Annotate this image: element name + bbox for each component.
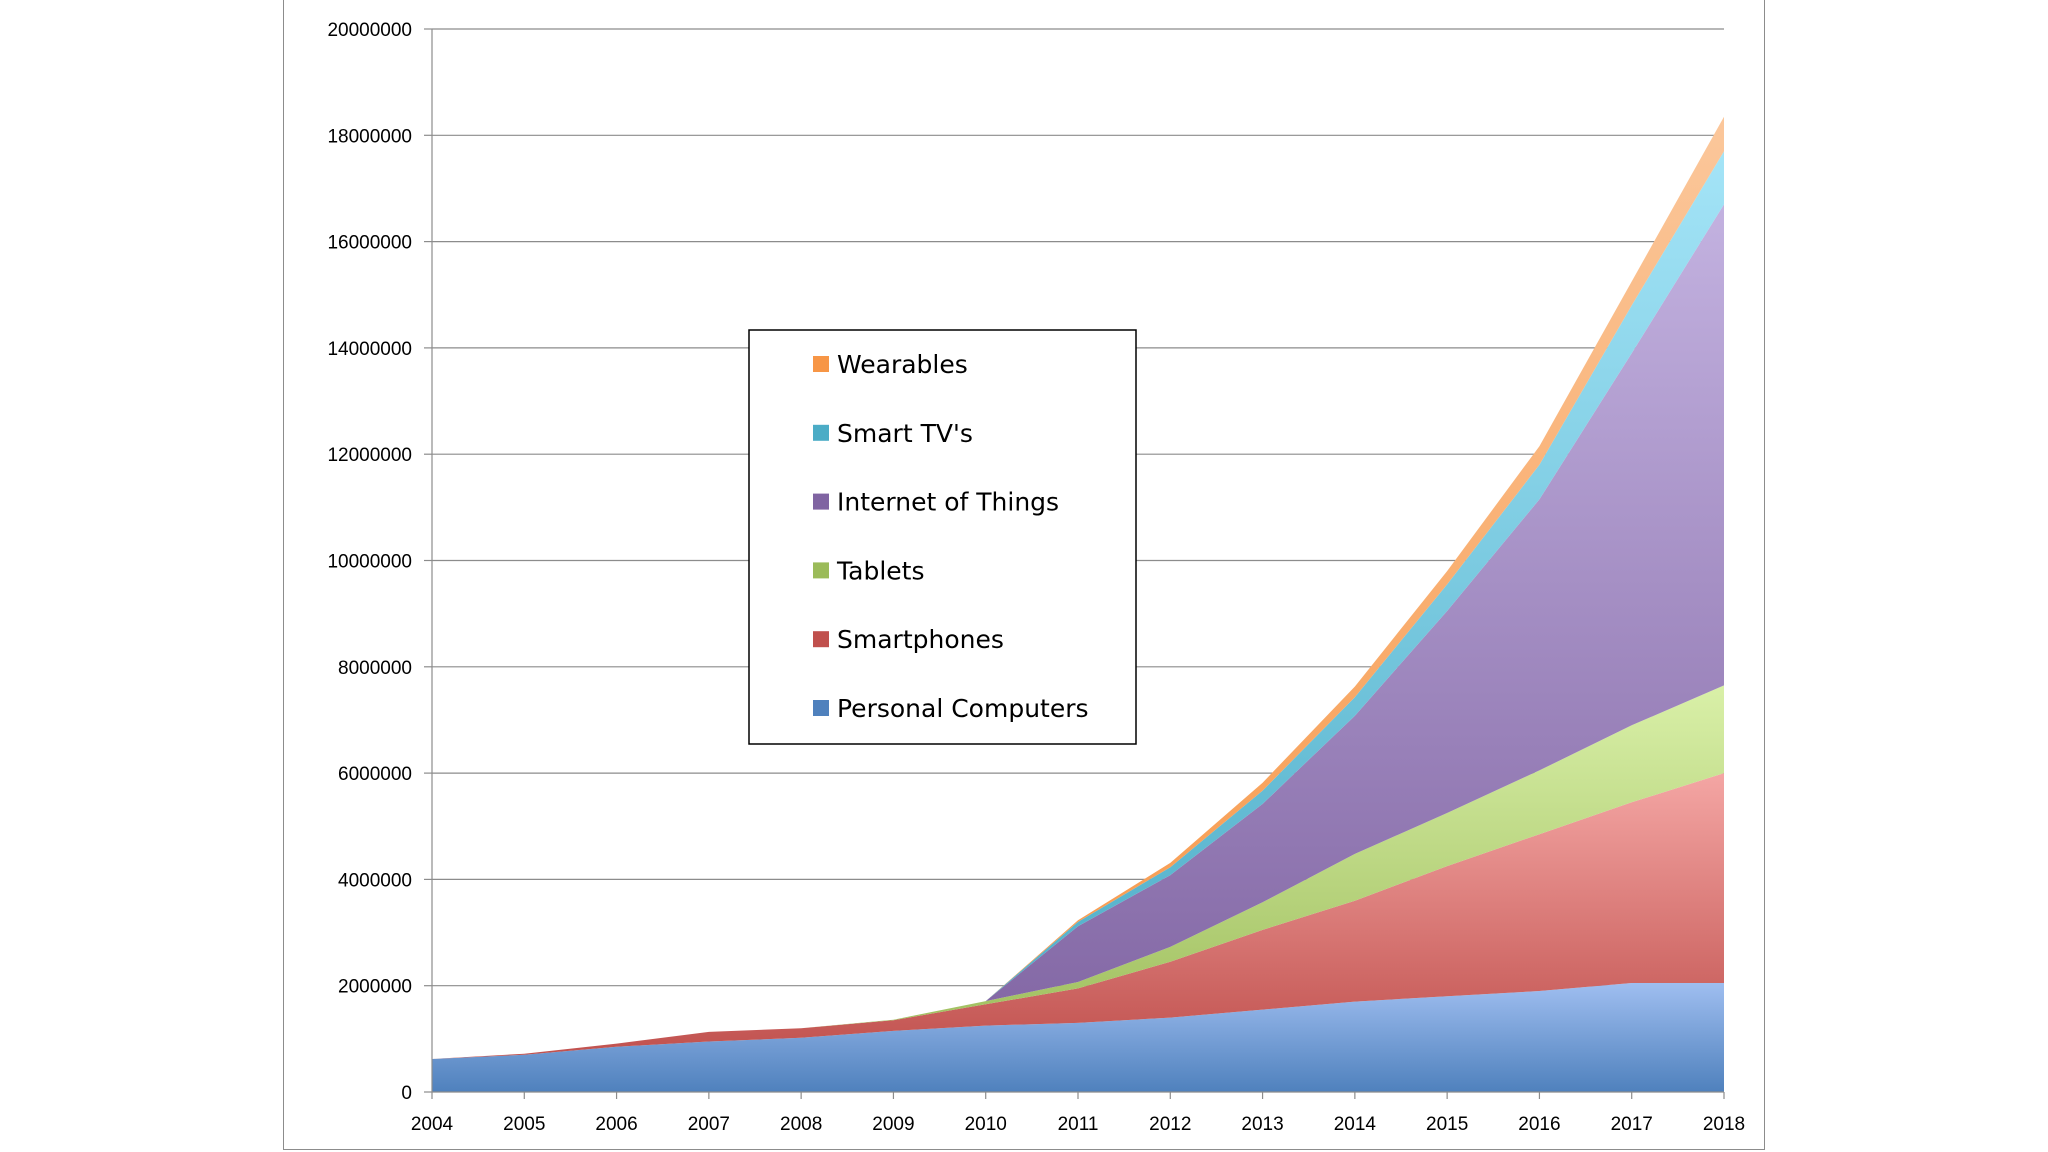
legend-swatch [813,562,829,579]
y-tick-label: 4000000 [338,870,412,891]
x-tick-label: 2008 [780,1114,822,1135]
x-tick-label: 2015 [1426,1114,1468,1135]
y-tick-labels: 0 2000000 4000000 6000000 8000000 10000000 120… [327,20,412,1104]
y-tick-label: 16000000 [327,233,412,254]
y-tick-label: 12000000 [327,445,412,466]
x-tick-label: 2012 [1149,1114,1191,1135]
x-tick-label: 2007 [688,1114,730,1135]
y-tick-label: 8000000 [338,658,412,679]
legend-label: Tablets [836,556,924,585]
chart-frame: 2004 2005 2006 2007 2008 2009 2010 2011 2012 2013… [283,0,1765,1150]
x-tick-label: 2005 [503,1114,545,1135]
legend-swatch [813,493,829,510]
y-tick-label: 0 [401,1083,412,1104]
legend: Wearables Smart TV's Internet of Things Tab… [748,329,1137,745]
x-tick-label: 2009 [872,1114,914,1135]
legend-label: Internet of Things [837,488,1059,517]
x-tick-label: 2018 [1703,1114,1745,1135]
x-tick-label: 2013 [1241,1114,1283,1135]
x-tick-label: 2010 [965,1114,1007,1135]
y-tick-label: 6000000 [338,764,412,785]
legend-label: Wearables [837,350,968,379]
stacked-area-chart: 2004 2005 2006 2007 2008 2009 2010 2011 2012 2013… [327,20,1745,1135]
legend-swatch [813,356,829,372]
x-tick-label: 2006 [595,1114,637,1135]
x-tick-label: 2011 [1058,1114,1099,1135]
y-tick-label: 10000000 [327,552,412,573]
area-personal-computers [432,983,1724,1092]
legend-box [748,329,1137,745]
legend-swatch [813,631,829,648]
x-tick-label: 2004 [411,1114,454,1135]
legend-label: Personal Computers [837,694,1089,723]
x-tick-label: 2014 [1334,1114,1377,1135]
legend-label: Smartphones [837,625,1004,654]
x-tick-labels: 2004 2005 2006 2007 2008 2009 2010 2011 2012 2013… [411,1114,1745,1135]
y-tick-label: 14000000 [327,339,412,360]
axes [424,28,1725,1099]
area-tablets [432,685,1724,1059]
legend-swatch [813,424,829,441]
x-tick-label: 2016 [1518,1114,1560,1135]
area-internet-of-things [432,204,1724,1059]
x-tick-label: 2017 [1611,1114,1653,1135]
area-smartphones [432,773,1724,1059]
legend-swatch [813,700,829,716]
legend-label: Smart TV's [837,419,973,448]
area-series [432,116,1724,1092]
y-tick-label: 2000000 [338,977,412,998]
y-tick-label: 18000000 [327,126,412,147]
y-tick-label: 20000000 [327,20,412,41]
